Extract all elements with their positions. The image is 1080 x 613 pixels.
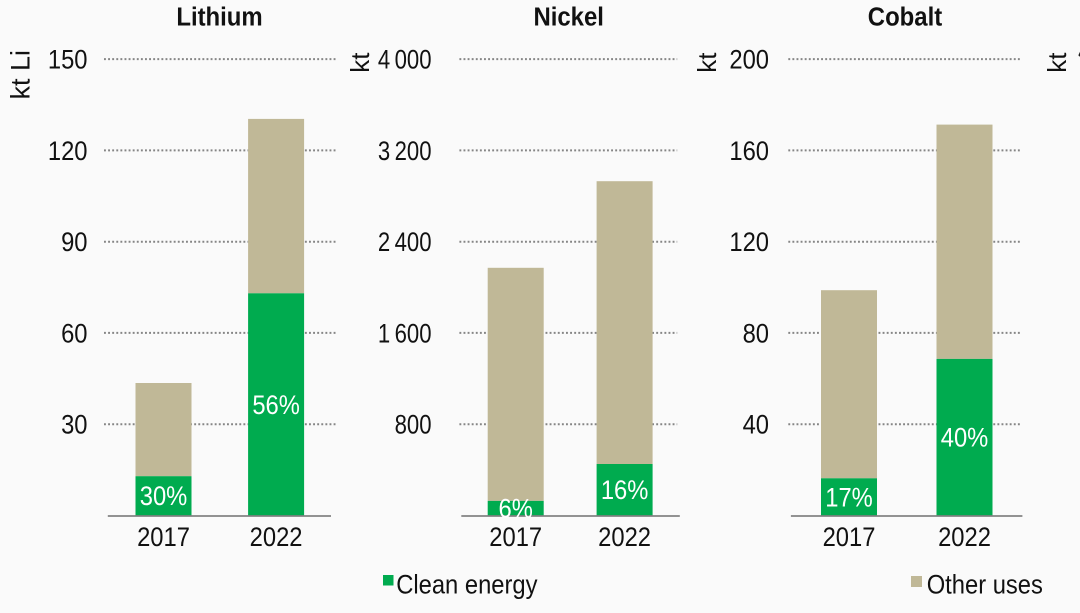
svg-text:56%: 56% bbox=[252, 390, 300, 420]
svg-text:17%: 17% bbox=[825, 483, 873, 513]
svg-text:80: 80 bbox=[743, 319, 769, 349]
svg-text:2022: 2022 bbox=[938, 522, 991, 552]
svg-text:800: 800 bbox=[395, 411, 432, 441]
svg-text:120: 120 bbox=[729, 228, 769, 258]
svg-text:150: 150 bbox=[48, 45, 88, 75]
svg-text:kt: kt bbox=[692, 52, 722, 73]
svg-text:Nickel: Nickel bbox=[533, 3, 603, 32]
svg-text:40: 40 bbox=[743, 410, 769, 440]
svg-text:120: 120 bbox=[48, 136, 88, 166]
svg-text:2017: 2017 bbox=[823, 522, 876, 552]
svg-text:kt: kt bbox=[1042, 52, 1072, 73]
svg-text:16%: 16% bbox=[601, 476, 649, 506]
svg-text:1 600: 1 600 bbox=[378, 319, 432, 349]
svg-text:4 000: 4 000 bbox=[378, 46, 432, 76]
svg-text:Lithium: Lithium bbox=[176, 3, 262, 32]
svg-text:Cobalt: Cobalt bbox=[868, 3, 943, 32]
svg-text:200: 200 bbox=[729, 45, 769, 75]
svg-text:2017: 2017 bbox=[137, 522, 190, 552]
svg-text:30: 30 bbox=[61, 410, 87, 440]
svg-text:2 400: 2 400 bbox=[378, 228, 432, 258]
svg-text:60: 60 bbox=[61, 319, 87, 349]
svg-text:160: 160 bbox=[729, 136, 769, 166]
svg-text:90: 90 bbox=[61, 228, 87, 258]
svg-text:Clean energy: Clean energy bbox=[396, 570, 538, 600]
svg-text:kt Li: kt Li bbox=[6, 50, 36, 100]
svg-text:30%: 30% bbox=[140, 482, 188, 512]
svg-text:3 200: 3 200 bbox=[378, 137, 432, 167]
svg-text:kt: kt bbox=[345, 52, 375, 73]
svg-text:2022: 2022 bbox=[598, 522, 651, 552]
svg-text:2017: 2017 bbox=[489, 522, 542, 552]
svg-text:40%: 40% bbox=[941, 423, 989, 453]
svg-text:Other uses: Other uses bbox=[927, 570, 1043, 600]
svg-text:6%: 6% bbox=[499, 494, 533, 524]
svg-text:2022: 2022 bbox=[250, 522, 303, 552]
